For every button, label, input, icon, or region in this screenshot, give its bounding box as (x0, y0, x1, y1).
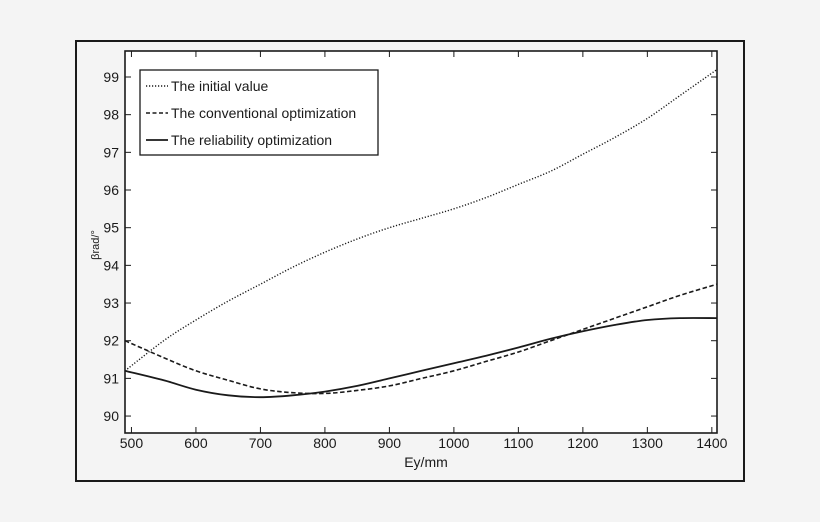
legend-label: The initial value (171, 78, 268, 94)
legend-item-initial: The initial value (146, 78, 268, 94)
legend-label: The reliability optimization (171, 132, 332, 148)
legend-label: The conventional optimization (171, 105, 356, 121)
y-tick-label: 90 (103, 408, 119, 424)
series-lines (124, 68, 718, 399)
y-tick-label: 99 (103, 69, 119, 85)
legend-item-conventional: The conventional optimization (146, 105, 356, 121)
x-axis-label: Ey/mm (404, 454, 448, 470)
series-line-dotted (124, 68, 718, 372)
x-tick-label: 900 (378, 435, 402, 451)
y-tick-label: 97 (103, 144, 119, 160)
legend-item-reliability: The reliability optimization (146, 132, 332, 148)
x-tick-label: 1300 (632, 435, 663, 451)
y-axis-label: βrad/° (90, 230, 102, 260)
y-tick-label: 91 (103, 370, 119, 386)
y-tick-label: 94 (103, 257, 119, 273)
x-tick-label: 1000 (438, 435, 469, 451)
x-tick-label: 1400 (696, 435, 727, 451)
x-tick-label: 500 (120, 435, 144, 451)
legend: The initial value The conventional optim… (139, 69, 379, 156)
series-line-solid (124, 317, 718, 399)
y-tick-label: 92 (103, 333, 119, 349)
x-tick-label: 1200 (567, 435, 598, 451)
y-tick-label: 93 (103, 295, 119, 311)
x-tick-label: 600 (184, 435, 208, 451)
y-tick-label: 98 (103, 107, 119, 123)
x-tick-label: 700 (249, 435, 273, 451)
x-tick-label: 1100 (503, 435, 533, 451)
y-axis: 90 91 92 93 94 95 96 97 98 99 (103, 69, 717, 424)
legend-box (139, 69, 379, 156)
y-tick-label: 96 (103, 182, 119, 198)
x-tick-label: 800 (313, 435, 337, 451)
x-axis: 500 600 700 800 900 1000 1100 1200 1300 1400 (120, 51, 728, 451)
y-tick-label: 95 (103, 220, 119, 236)
